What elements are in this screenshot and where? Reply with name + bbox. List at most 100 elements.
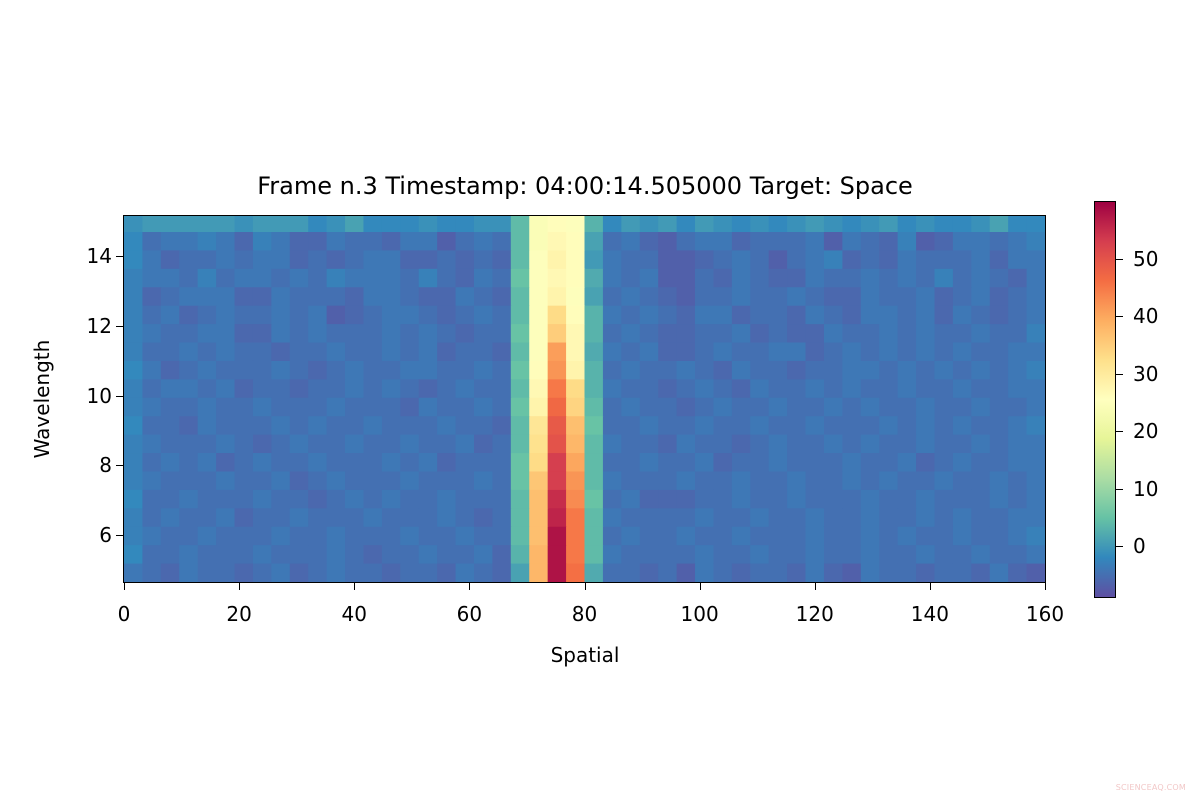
heatmap-cell [529, 379, 549, 399]
heatmap-cell [952, 489, 972, 509]
heatmap-cell [492, 508, 512, 528]
heatmap-cell [916, 489, 936, 509]
heatmap-cell [713, 342, 733, 362]
heatmap-cell [252, 268, 272, 288]
heatmap-cell [860, 232, 880, 252]
heatmap-cell [750, 324, 770, 344]
heatmap-cell [234, 360, 254, 380]
heatmap-cell [124, 360, 144, 380]
heatmap-cell [971, 397, 991, 417]
heatmap-cell [455, 434, 475, 454]
heatmap-cell [676, 250, 696, 270]
heatmap-cell [731, 216, 751, 233]
heatmap-cell [529, 526, 549, 546]
heatmap-cell [124, 324, 144, 344]
heatmap-cell [308, 397, 328, 417]
heatmap-cell [1008, 416, 1028, 436]
heatmap-cell [787, 434, 807, 454]
heatmap-cell [289, 563, 309, 582]
heatmap-cell [455, 232, 475, 252]
heatmap-cell [860, 508, 880, 528]
heatmap-cell [897, 397, 917, 417]
heatmap-cell [473, 216, 493, 233]
heatmap-cell [308, 379, 328, 399]
heatmap-cell [823, 342, 843, 362]
heatmap-cell [897, 360, 917, 380]
heatmap-cell [1008, 268, 1028, 288]
heatmap-cell [326, 324, 346, 344]
heatmap-cell [289, 342, 309, 362]
heatmap-cell [787, 324, 807, 344]
heatmap-cell [400, 545, 420, 565]
heatmap-cell [326, 508, 346, 528]
heatmap-cell [989, 305, 1009, 325]
heatmap-cell [639, 526, 659, 546]
heatmap-cell [216, 360, 236, 380]
heatmap-cell [271, 545, 291, 565]
heatmap-cell [787, 379, 807, 399]
heatmap-cell [750, 360, 770, 380]
x-tick-label: 80 [571, 602, 598, 626]
heatmap-cell [271, 250, 291, 270]
heatmap-cell [768, 287, 788, 307]
heatmap-cell [1026, 268, 1045, 288]
heatmap-cell [179, 434, 199, 454]
heatmap-cell [860, 250, 880, 270]
heatmap-cell [124, 471, 144, 491]
heatmap-cell [1008, 287, 1028, 307]
heatmap-cell [1026, 563, 1045, 582]
heatmap-cell [381, 216, 401, 233]
heatmap-cell [492, 526, 512, 546]
heatmap-cell [989, 250, 1009, 270]
x-axis-label: Spatial [550, 643, 620, 667]
heatmap-cell [805, 545, 825, 565]
heatmap-cell [234, 250, 254, 270]
heatmap-cell [823, 305, 843, 325]
heatmap-cell [142, 232, 162, 252]
heatmap-cell [750, 232, 770, 252]
heatmap-cell [787, 526, 807, 546]
x-tick-mark [699, 583, 701, 590]
heatmap-cell [1008, 471, 1028, 491]
heatmap-cell [639, 324, 659, 344]
heatmap-cell [989, 453, 1009, 473]
heatmap-cell [658, 232, 678, 252]
heatmap-cell [363, 250, 383, 270]
heatmap-cell [160, 471, 180, 491]
heatmap-cell [142, 379, 162, 399]
heatmap-cell [750, 563, 770, 582]
heatmap-cell [602, 545, 622, 565]
heatmap-cell [529, 216, 549, 233]
heatmap-cell [492, 416, 512, 436]
heatmap-cell [897, 324, 917, 344]
heatmap-cell [363, 342, 383, 362]
heatmap-cell [529, 434, 549, 454]
heatmap-cell [713, 453, 733, 473]
heatmap-cell [308, 563, 328, 582]
heatmap-cell [216, 305, 236, 325]
heatmap-cell [897, 342, 917, 362]
heatmap-cell [1008, 526, 1028, 546]
heatmap-cell [602, 397, 622, 417]
heatmap-cell [952, 305, 972, 325]
heatmap-cell [529, 250, 549, 270]
heatmap-cell [934, 324, 954, 344]
heatmap-cell [529, 453, 549, 473]
heatmap-cell [529, 360, 549, 380]
heatmap-cell [418, 305, 438, 325]
heatmap-cell [363, 508, 383, 528]
heatmap-cell [124, 379, 144, 399]
heatmap-cell [160, 250, 180, 270]
heatmap-cell [713, 379, 733, 399]
heatmap-cell [492, 397, 512, 417]
heatmap-cell [289, 287, 309, 307]
heatmap-cell [160, 526, 180, 546]
heatmap-cell [271, 434, 291, 454]
heatmap-cell [823, 360, 843, 380]
heatmap-cell [823, 268, 843, 288]
heatmap-cell [750, 434, 770, 454]
heatmap-cell [345, 453, 365, 473]
heatmap-cell [547, 360, 567, 380]
heatmap-cell [437, 434, 457, 454]
heatmap-cell [455, 471, 475, 491]
